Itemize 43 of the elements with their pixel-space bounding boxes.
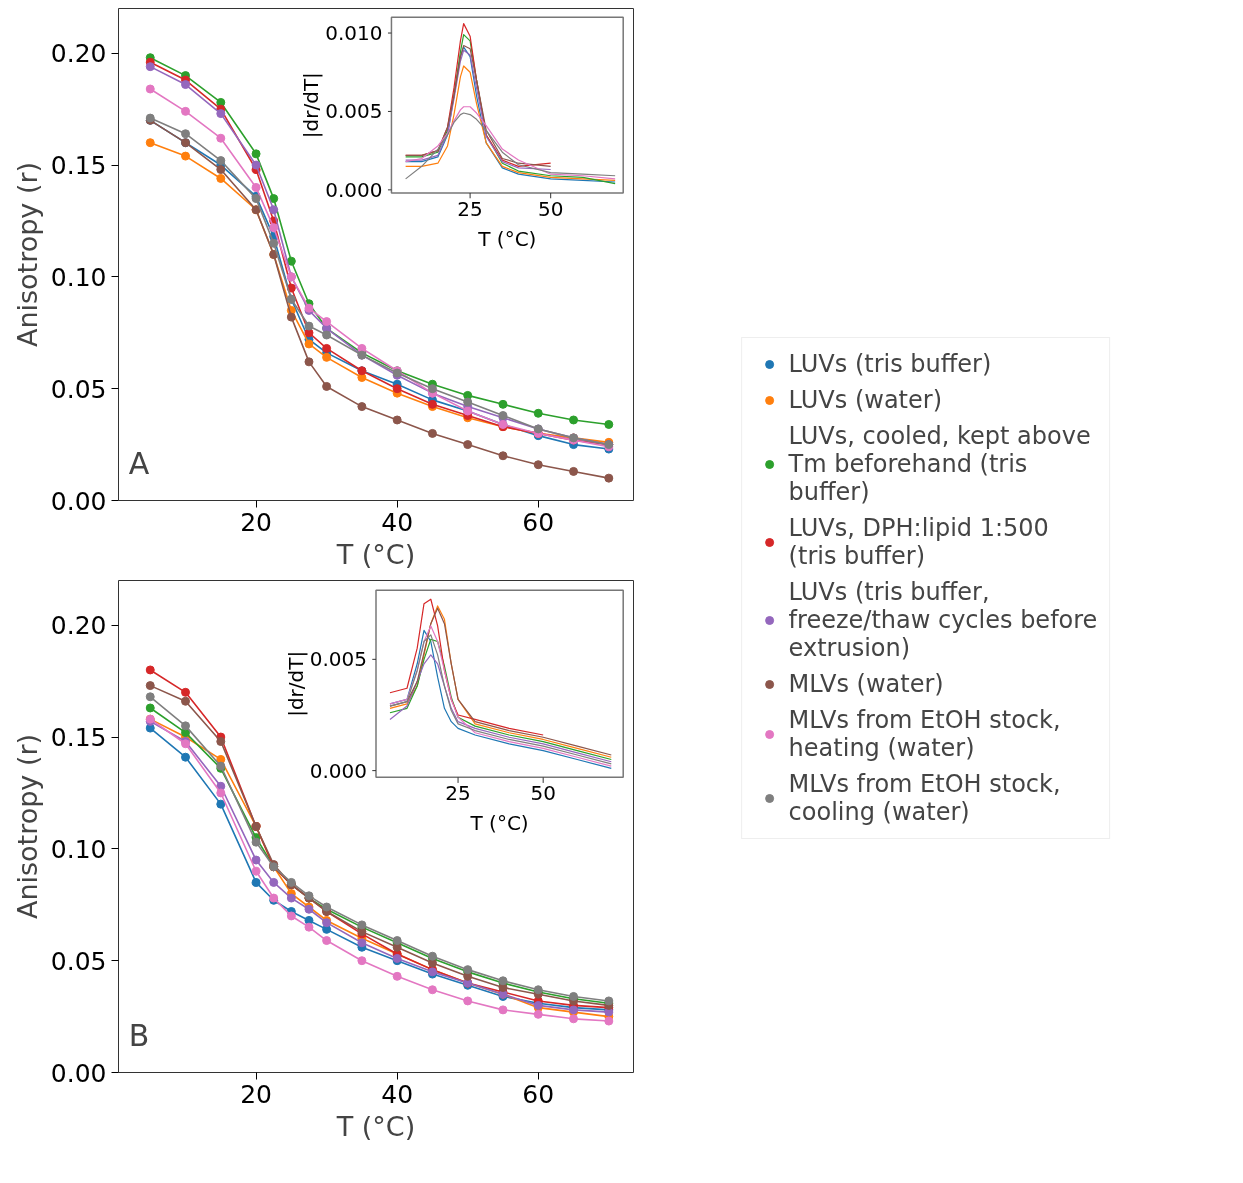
legend-label: LUVs (tris buffer) [788,349,992,378]
y-tick-label: 0.20 [50,611,107,641]
y-tick-label: 0.20 [50,39,107,69]
x-tick-label: 25 [445,781,471,806]
x-tick-label: 40 [381,507,414,537]
x-tick-label: 20 [240,507,272,537]
legend-label: MLVs (water) [788,669,944,698]
y-axis-title: |dr/dT| [284,650,308,717]
y-tick-label: 0.000 [325,177,383,202]
x-tick-label: 20 [240,1079,272,1109]
y-tick-label: 0.00 [50,486,107,516]
x-tick-label: 50 [530,781,556,806]
y-tick-label: 0.010 [325,21,383,46]
x-tick-label: 60 [522,1079,555,1109]
y-tick-label: 0.10 [50,834,107,864]
x-tick-label: 50 [537,197,564,221]
y-tick-label: 0.005 [325,99,383,124]
x-tick-label: 40 [381,1079,414,1109]
y-tick-label: 0.15 [50,723,107,753]
x-axis-title: T (°C) [335,1110,416,1142]
y-axis-title: Anisotropy (r) [11,733,43,920]
x-axis-title: T (°C) [335,538,416,570]
x-tick-label: 25 [457,197,483,221]
annotation: A [128,445,150,481]
y-tick-label: 0.005 [309,647,368,672]
legend-label: LUVs (tris buffer, freeze/thaw cycles before extrusion) [788,577,1098,662]
y-tick-label: 0.15 [50,151,107,181]
y-tick-label: 0.05 [50,946,107,976]
y-axis-title: |dr/dT| [299,72,324,139]
y-tick-label: 0.00 [50,1058,107,1088]
legend-label: LUVs (water) [788,385,943,414]
y-tick-label: 0.05 [50,374,107,404]
legend-label: LUVs, cooled, kept above Tm beforehand (tris buffer) [788,421,1091,506]
x-axis-title: T (°C) [477,227,537,251]
y-axis-title: Anisotropy (r) [11,161,43,348]
y-tick-label: 0.10 [50,262,107,292]
x-axis-title: T (°C) [469,811,529,836]
y-tick-label: 0.000 [309,758,368,783]
legend-label: MLVs from EtOH stock, cooling (water) [788,769,1061,826]
annotation: B [128,1017,150,1053]
legend-label: LUVs, DPH:lipid 1:500 (tris buffer) [788,513,1049,570]
legend-label: MLVs from EtOH stock, heating (water) [788,705,1061,762]
x-tick-label: 60 [522,507,555,537]
